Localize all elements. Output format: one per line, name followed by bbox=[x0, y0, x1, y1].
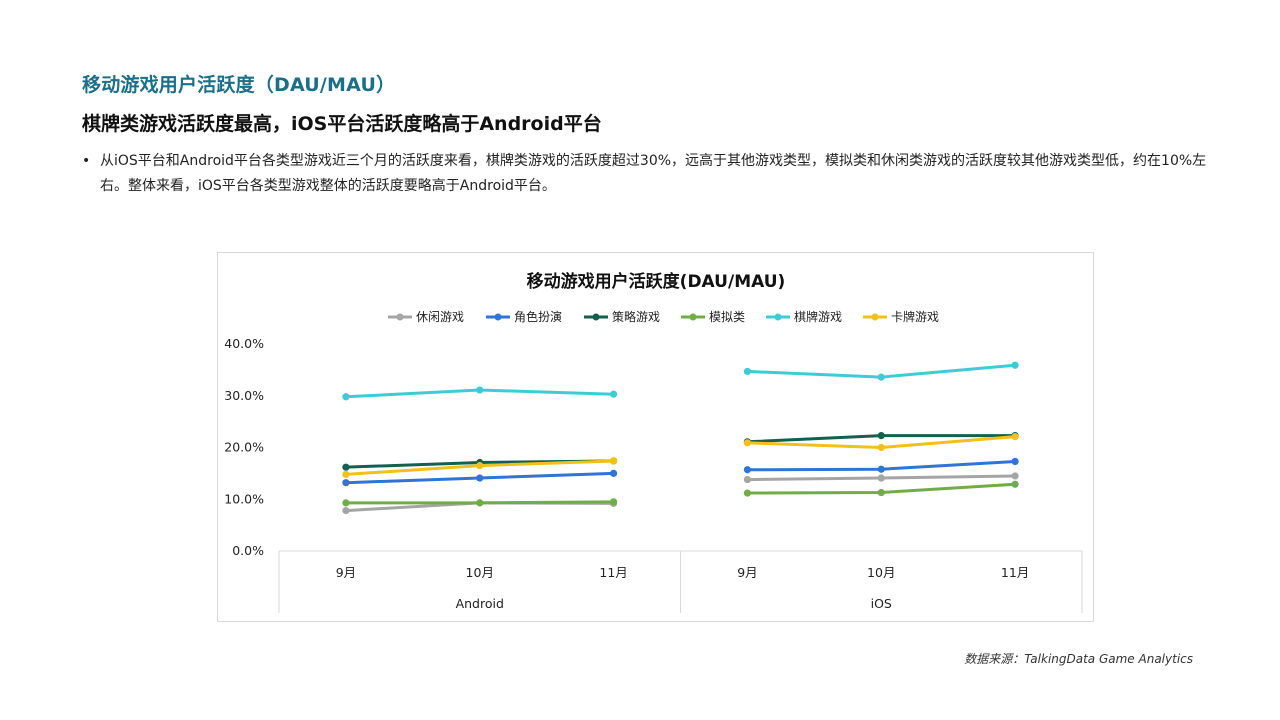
legend-item: 策略游戏 bbox=[612, 309, 660, 324]
summary-bullet: • 从iOS平台和Android平台各类型游戏近三个月的活跃度来看，棋牌类游戏的… bbox=[82, 149, 1212, 199]
data-point bbox=[743, 475, 752, 484]
data-point bbox=[476, 386, 484, 394]
data-point bbox=[1011, 433, 1019, 441]
group-label: iOS bbox=[871, 596, 892, 611]
group-label: Android bbox=[456, 596, 504, 611]
data-point bbox=[1011, 480, 1019, 488]
data-point bbox=[342, 479, 350, 487]
data-point bbox=[609, 498, 618, 506]
data-point bbox=[877, 431, 885, 440]
data-point bbox=[877, 474, 885, 482]
y-tick-label: 20.0% bbox=[224, 440, 264, 455]
legend-item: 休闲游戏 bbox=[416, 310, 464, 324]
legend-item: 角色扮演 bbox=[514, 309, 562, 324]
data-point bbox=[609, 390, 618, 398]
y-tick-label: 40.0% bbox=[224, 336, 264, 351]
data-point bbox=[476, 462, 484, 470]
data-point bbox=[877, 465, 885, 473]
line-chart: 移动游戏用户活跃度(DAU/MAU) 0.0% 10.0% 20.0% 30.0% 40… bbox=[224, 271, 1083, 613]
legend-marker bbox=[396, 313, 404, 321]
legend-marker bbox=[774, 313, 782, 321]
x-tick-label: 10月 bbox=[867, 565, 895, 580]
legend-marker bbox=[592, 313, 600, 321]
legend-marker bbox=[494, 313, 502, 321]
data-point bbox=[1011, 361, 1019, 369]
x-tick-label: 11月 bbox=[599, 565, 627, 580]
data-source: 数据来源：TalkingData Game Analytics bbox=[964, 652, 1193, 666]
legend-marker bbox=[689, 313, 697, 321]
x-tick-label: 10月 bbox=[466, 565, 494, 580]
legend-item: 卡牌游戏 bbox=[891, 310, 939, 324]
data-point bbox=[743, 489, 752, 497]
data-point bbox=[342, 463, 350, 471]
data-point bbox=[743, 439, 752, 447]
data-point bbox=[743, 367, 752, 376]
bullet-dot: • bbox=[82, 153, 91, 169]
data-point bbox=[743, 466, 752, 474]
x-tick-label: 9月 bbox=[737, 565, 757, 580]
legend-item: 棋牌游戏 bbox=[794, 310, 842, 324]
data-point bbox=[342, 393, 350, 401]
data-point bbox=[342, 499, 350, 507]
data-point bbox=[609, 457, 618, 465]
data-point bbox=[609, 469, 618, 477]
y-tick-label: 0.0% bbox=[232, 543, 264, 558]
summary-text: 从iOS平台和Android平台各类型游戏近三个月的活跃度来看，棋牌类游戏的活跃… bbox=[100, 153, 1207, 194]
legend-item: 模拟类 bbox=[709, 310, 745, 324]
data-point bbox=[877, 443, 885, 452]
data-point bbox=[1011, 457, 1019, 466]
chart-frame: 移动游戏用户活跃度(DAU/MAU) 0.0% 10.0% 20.0% 30.0% 40… bbox=[217, 252, 1094, 622]
page-subheading: 棋牌类游戏活跃度最高，iOS平台活跃度略高于Android平台 bbox=[82, 113, 602, 135]
data-point bbox=[342, 507, 350, 515]
y-tick-label: 10.0% bbox=[224, 491, 264, 506]
data-point bbox=[476, 474, 484, 482]
data-point bbox=[877, 373, 885, 381]
data-point bbox=[877, 488, 885, 497]
data-point bbox=[1011, 472, 1019, 480]
data-point bbox=[342, 470, 350, 479]
legend-marker bbox=[871, 313, 879, 321]
chart-title: 移动游戏用户活跃度(DAU/MAU) bbox=[527, 271, 786, 292]
y-tick-label: 30.0% bbox=[224, 388, 264, 403]
page-heading: 移动游戏用户活跃度（DAU/MAU） bbox=[82, 74, 396, 96]
data-point bbox=[476, 499, 484, 507]
x-tick-label: 11月 bbox=[1001, 565, 1029, 580]
x-tick-label: 9月 bbox=[336, 565, 356, 580]
